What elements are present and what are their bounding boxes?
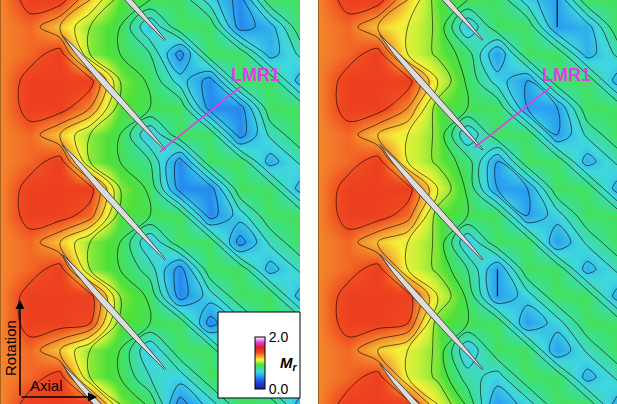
svg-text:Rotation: Rotation — [2, 320, 19, 376]
svg-text:0.0: 0.0 — [269, 381, 289, 397]
svg-text:LMR1: LMR1 — [542, 65, 591, 85]
svg-text:M​r​: M​r​ — [280, 354, 298, 373]
svg-text:Axial: Axial — [30, 377, 63, 394]
svg-text:2.0: 2.0 — [269, 329, 289, 345]
svg-text:LMR1: LMR1 — [231, 65, 280, 85]
